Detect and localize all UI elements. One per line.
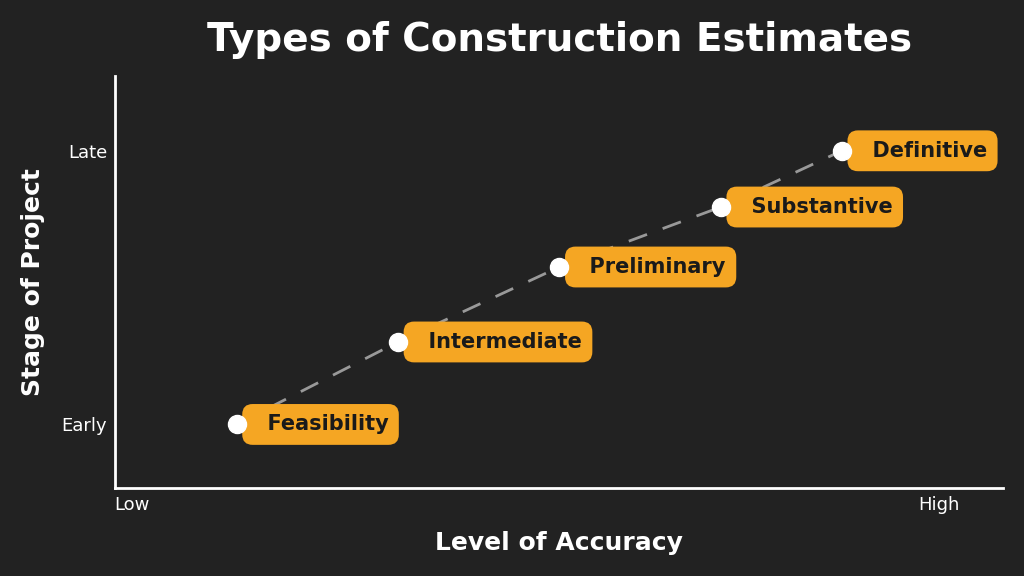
Text: Definitive: Definitive	[858, 141, 987, 161]
Text: Substantive: Substantive	[737, 197, 893, 217]
X-axis label: Level of Accuracy: Level of Accuracy	[435, 531, 683, 555]
Text: Preliminary: Preliminary	[575, 257, 726, 277]
Y-axis label: Stage of Project: Stage of Project	[20, 168, 45, 396]
Text: Intermediate: Intermediate	[414, 332, 582, 352]
Title: Types of Construction Estimates: Types of Construction Estimates	[207, 21, 912, 59]
Text: Feasibility: Feasibility	[253, 415, 388, 434]
